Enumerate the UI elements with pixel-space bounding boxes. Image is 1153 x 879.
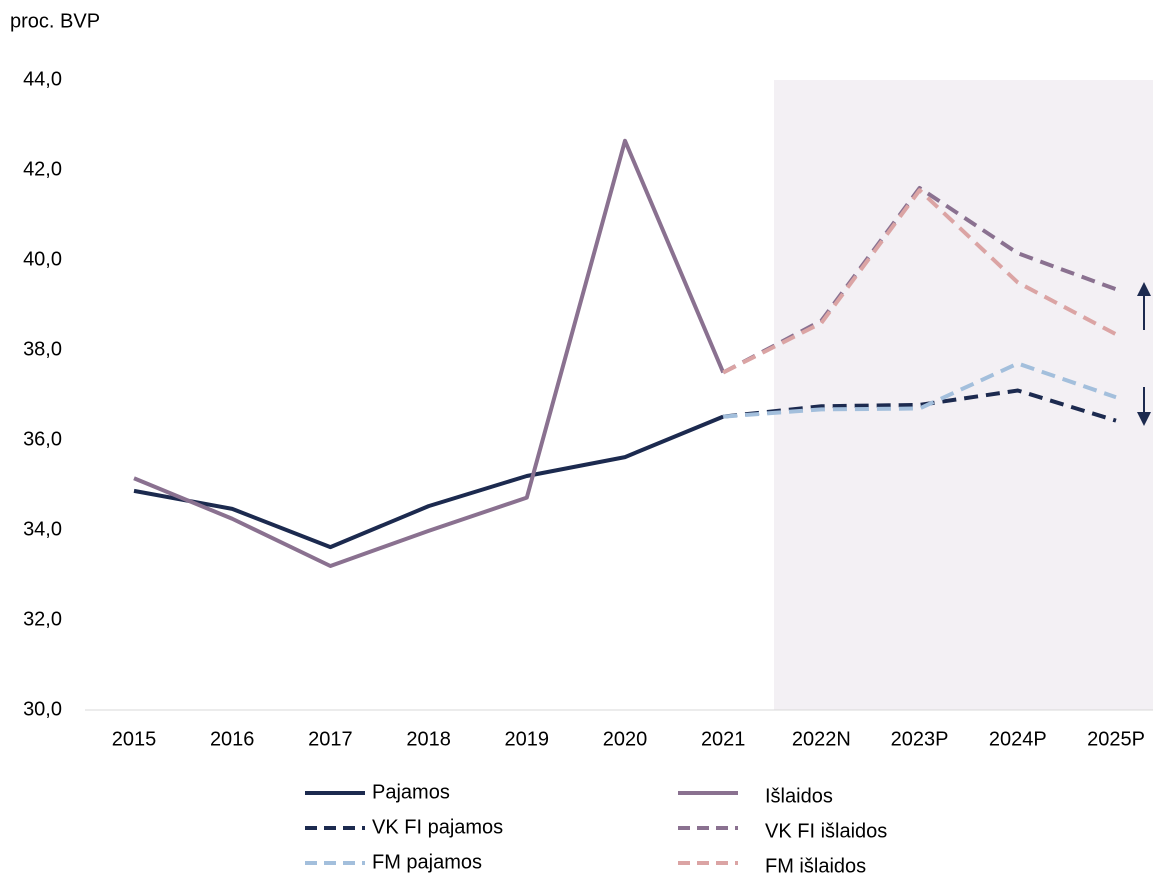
x-tick-label: 2024P <box>989 728 1047 750</box>
series-line <box>133 138 726 568</box>
legend-label: VK FI pajamos <box>372 816 503 838</box>
arrow-down <box>1137 387 1151 426</box>
series-line <box>722 388 1117 423</box>
series-line <box>722 188 1117 375</box>
x-tick-label: 2017 <box>308 728 353 750</box>
y-tick-label: 40,0 <box>23 248 62 270</box>
y-tick-label: 38,0 <box>23 338 62 360</box>
x-tick-label: 2022N <box>792 728 851 750</box>
x-tick-label: 2016 <box>210 728 255 750</box>
series-line <box>723 361 1117 419</box>
y-axis-title: proc. BVP <box>10 10 100 32</box>
x-tick-label: 2019 <box>505 728 550 750</box>
legend-label: FM išlaidos <box>765 855 866 877</box>
y-tick-label: 42,0 <box>23 158 62 180</box>
x-tick-label: 2021 <box>701 728 746 750</box>
x-tick-label: 2023P <box>891 728 949 750</box>
y-tick-label: 34,0 <box>23 518 62 540</box>
x-tick-label: 2015 <box>112 728 157 750</box>
y-tick-label: 32,0 <box>23 608 62 630</box>
legend-label: Išlaidos <box>765 785 833 807</box>
y-tick-label: 30,0 <box>23 698 62 720</box>
legend-label: Pajamos <box>372 781 450 803</box>
x-tick-label: 2018 <box>406 728 451 750</box>
forecast-area <box>774 80 1153 710</box>
x-tick-label: 2025P <box>1087 728 1145 750</box>
arrow-up <box>1137 282 1151 330</box>
x-tick-label: 2020 <box>603 728 648 750</box>
legend-label: FM pajamos <box>372 851 482 873</box>
y-tick-label: 44,0 <box>23 68 62 90</box>
legend-label: VK FI išlaidos <box>765 820 887 842</box>
y-tick-label: 36,0 <box>23 428 62 450</box>
series-line <box>133 414 724 550</box>
